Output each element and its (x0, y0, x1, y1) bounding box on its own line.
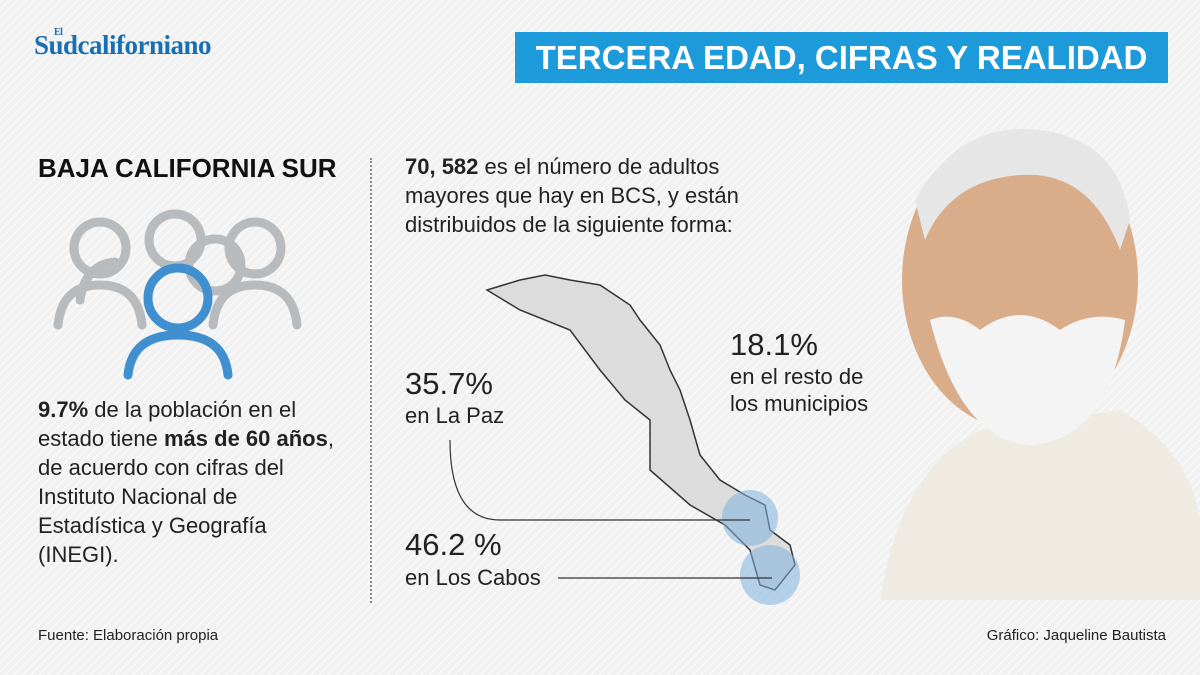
label-line: en La Paz (405, 403, 505, 428)
stat-label: en La Paz (405, 402, 504, 429)
leader-line (449, 439, 750, 521)
title: TERCERA EDAD, CIFRAS Y REALIDAD (515, 32, 1168, 83)
text-run: 70, 582 (405, 154, 479, 179)
text-run: 9.7% (38, 397, 89, 422)
text-run: más de 60 años (163, 426, 328, 451)
portrait (880, 128, 1200, 600)
source: Fuente: Elaboración propia (38, 627, 219, 644)
credit: Gráfico: Jaqueline Bautista (986, 627, 1166, 644)
hair (915, 128, 1130, 250)
beard (930, 315, 1125, 445)
stat-label: en Los Cabos (405, 564, 541, 591)
intro: 70, 582 es el número de adultos mayores … (405, 152, 805, 239)
la-paz-highlight (722, 490, 778, 546)
label-line: los municipios (730, 391, 869, 416)
logo-text: Sudcaliforniano (34, 30, 212, 60)
logo: El Sudcaliforniano (34, 27, 212, 61)
divider (370, 158, 372, 603)
text-run: es el número de adultos mayores que hay … (405, 154, 739, 237)
label-line: en Los Cabos (405, 565, 541, 590)
people-icon (53, 209, 302, 380)
stat-value: 18.1% (730, 327, 818, 362)
label-line: en el resto de (730, 364, 864, 389)
stat-label: en el resto de los municipios (730, 363, 868, 417)
text-run: , de acuerdo con cifras del Instituto Na… (38, 426, 334, 567)
heading: BAJA CALIFORNIA SUR (38, 153, 337, 183)
shirt (880, 410, 1200, 600)
paragraph: 9.7% de la población en el estado tiene … (38, 395, 338, 569)
stat-value: 46.2 % (405, 527, 502, 562)
los-cabos-highlight (740, 545, 800, 605)
text-run: de la población en el estado tiene (38, 397, 297, 451)
stat-value: 35.7% (405, 366, 493, 401)
logo-prefix: El (54, 27, 63, 38)
